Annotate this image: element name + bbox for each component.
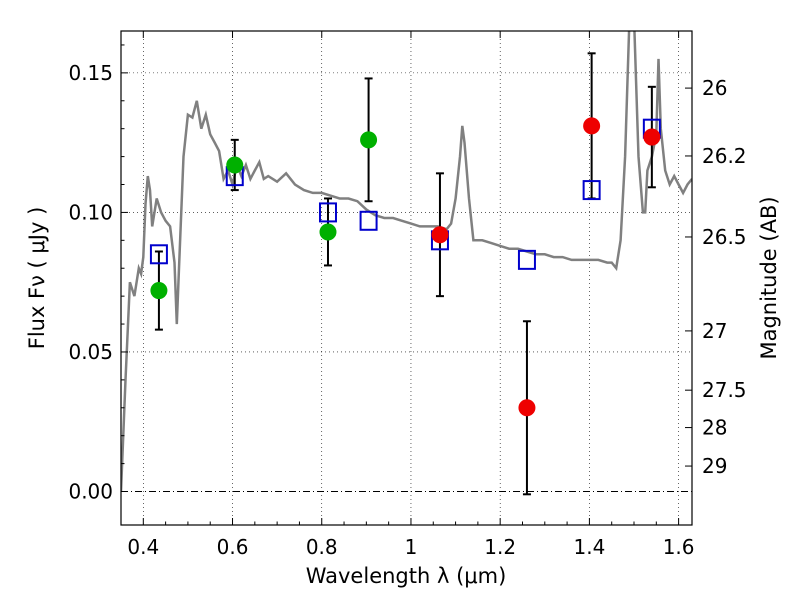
photometry-point bbox=[432, 227, 448, 243]
y-tick-label: 0.15 bbox=[68, 61, 113, 85]
y2-tick-label: 26.2 bbox=[702, 144, 747, 168]
model-photometry-squares bbox=[151, 120, 660, 269]
photometry-point bbox=[361, 132, 377, 148]
photometry-point bbox=[151, 283, 167, 299]
error-bars bbox=[155, 53, 656, 494]
grid-lines bbox=[121, 31, 692, 525]
photometry-point bbox=[644, 129, 660, 145]
x-tick-label: 0.4 bbox=[127, 535, 159, 559]
observed-photometry-points bbox=[151, 118, 660, 416]
y2-tick-label: 27.5 bbox=[702, 378, 747, 402]
photometry-point bbox=[227, 157, 243, 173]
y-axis-label: Flux Fν ( μJy ) bbox=[25, 207, 49, 350]
photometry-point bbox=[320, 224, 336, 240]
y-tick-label: 0.05 bbox=[68, 340, 113, 364]
x-axis-label: Wavelength λ (μm) bbox=[306, 564, 507, 588]
x-tick-label: 1 bbox=[405, 535, 418, 559]
y2-tick-label: 26 bbox=[702, 76, 727, 100]
x-tick-label: 1.2 bbox=[484, 535, 516, 559]
photometry-point bbox=[584, 118, 600, 134]
y2-tick-label: 27 bbox=[702, 319, 727, 343]
plot-frame bbox=[121, 31, 692, 525]
x-tick-label: 0.6 bbox=[217, 535, 249, 559]
y-tick-label: 0.10 bbox=[68, 200, 113, 224]
sed-chart: 0.4 0.6 0.8 1 1.2 1.4 1.6 0.000.050.100.15 262… bbox=[0, 0, 800, 600]
y2-tick-label: 28 bbox=[702, 416, 727, 440]
photometry-point bbox=[519, 400, 535, 416]
x-tick-label: 0.8 bbox=[306, 535, 338, 559]
y2-tick-label: 26.5 bbox=[702, 225, 747, 249]
x-tick-label: 1.6 bbox=[663, 535, 695, 559]
x-axis-ticks: 0.4 0.6 0.8 1 1.2 1.4 1.6 bbox=[121, 31, 695, 559]
y2-axis-label: Magnitude (AB) bbox=[757, 196, 781, 359]
x-tick-label: 1.4 bbox=[573, 535, 605, 559]
y-tick-label: 0.00 bbox=[68, 480, 113, 504]
y2-tick-label: 29 bbox=[702, 454, 727, 478]
y2-axis-ticks: 26 26.2 26.5 27 27.5 28 29 bbox=[685, 76, 747, 478]
model-sed-line bbox=[121, 17, 692, 492]
y-axis-ticks: 0.00 0.05 0.10 0.15 bbox=[68, 45, 128, 504]
